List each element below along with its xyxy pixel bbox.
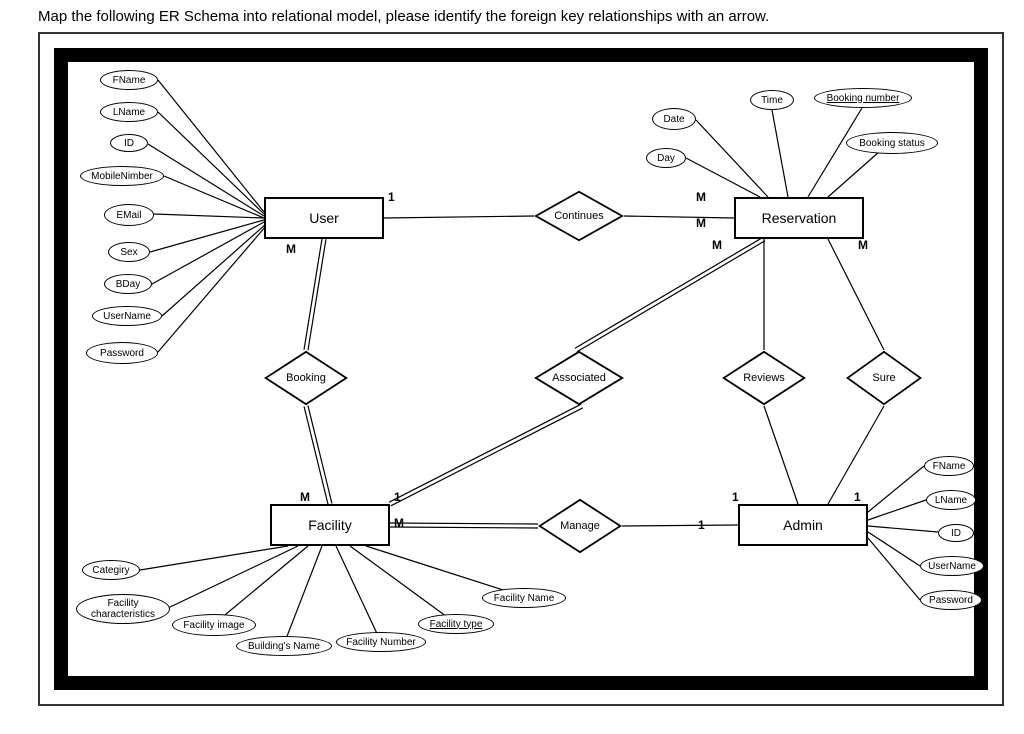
- cardinality-label: 1: [394, 490, 401, 504]
- connector-lines: [68, 62, 974, 676]
- entity-user: User: [264, 197, 384, 239]
- rel-associated-label: Associated: [552, 372, 606, 384]
- entity-reservation: Reservation: [734, 197, 864, 239]
- attr-fac-characteristics: Facility characteristics: [76, 594, 170, 624]
- attr-user-username: UserName: [92, 306, 162, 326]
- attr-fac-categiry: Categiry: [82, 560, 140, 580]
- cardinality-label: M: [394, 516, 404, 530]
- rel-reviews-label: Reviews: [743, 372, 785, 384]
- instruction-text: Map the following ER Schema into relatio…: [38, 8, 769, 25]
- cardinality-label: M: [300, 490, 310, 504]
- rel-sure-label: Sure: [872, 372, 895, 384]
- attr-res-bookingnumber: Booking number: [814, 88, 912, 108]
- inner-frame: User Reservation Facility Admin Continue…: [54, 48, 988, 690]
- attr-res-day: Day: [646, 148, 686, 168]
- entity-facility: Facility: [270, 504, 390, 546]
- attr-res-date: Date: [652, 108, 696, 130]
- attr-admin-fname: FName: [924, 456, 974, 476]
- rel-booking: Booking: [264, 350, 348, 406]
- cardinality-label: M: [712, 238, 722, 252]
- attr-fac-buildingname: Building's Name: [236, 636, 332, 656]
- attr-fac-image: Facility image: [172, 614, 256, 636]
- attr-res-time: Time: [750, 90, 794, 110]
- rel-associated: Associated: [534, 350, 624, 406]
- attr-user-email: EMail: [104, 204, 154, 226]
- cardinality-label: 1: [698, 518, 705, 532]
- attr-admin-username: UserName: [920, 556, 984, 576]
- er-canvas: User Reservation Facility Admin Continue…: [68, 62, 974, 676]
- cardinality-label: M: [858, 238, 868, 252]
- attr-fac-facilityname: Facility Name: [482, 588, 566, 608]
- cardinality-label: M: [696, 216, 706, 230]
- attr-fac-facilitynumber: Facility Number: [336, 632, 426, 652]
- cardinality-label: 1: [732, 490, 739, 504]
- attr-user-id: ID: [110, 134, 148, 152]
- cardinality-label: 1: [854, 490, 861, 504]
- cardinality-label: M: [696, 190, 706, 204]
- attr-user-bday: BDay: [104, 274, 152, 294]
- rel-continues-label: Continues: [554, 210, 604, 222]
- rel-sure: Sure: [846, 350, 922, 406]
- attr-admin-id: ID: [938, 524, 974, 542]
- rel-manage: Manage: [538, 498, 622, 554]
- cardinality-label: 1: [388, 190, 395, 204]
- attr-user-lname: LName: [100, 102, 158, 122]
- attr-user-sex: Sex: [108, 242, 150, 262]
- rel-manage-label: Manage: [560, 520, 600, 532]
- attr-admin-lname: LName: [926, 490, 976, 510]
- attr-user-password: Password: [86, 342, 158, 364]
- rel-continues: Continues: [534, 190, 624, 242]
- attr-fac-facilitytype: Facility type: [418, 614, 494, 634]
- outer-frame: User Reservation Facility Admin Continue…: [38, 32, 1004, 706]
- attr-res-bookingstatus: Booking status: [846, 132, 938, 154]
- attr-user-fname: FName: [100, 70, 158, 90]
- entity-admin: Admin: [738, 504, 868, 546]
- attr-user-mobilenumber: MobileNimber: [80, 166, 164, 186]
- attr-admin-password: Password: [920, 590, 982, 610]
- cardinality-label: M: [286, 242, 296, 256]
- rel-booking-label: Booking: [286, 372, 326, 384]
- rel-reviews: Reviews: [722, 350, 806, 406]
